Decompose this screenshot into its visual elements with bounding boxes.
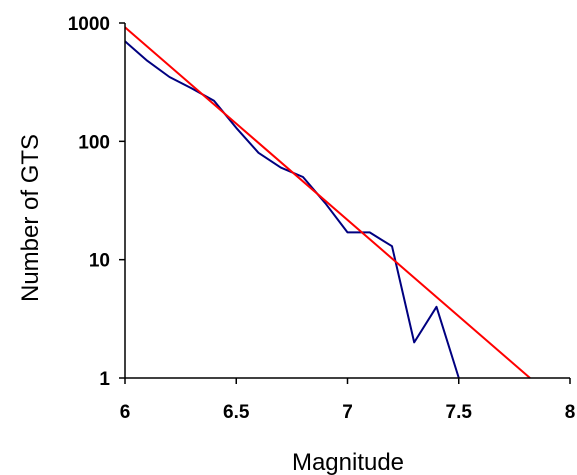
x-axis-title: Magnitude (292, 449, 404, 475)
series-line-1 (124, 40, 460, 379)
y-axis-title: Number of GTS (17, 134, 44, 302)
x-tick-label: 7.5 (446, 402, 473, 423)
y-tick-label: 1000 (68, 14, 110, 35)
x-tick-label: 8 (565, 402, 576, 423)
axes-layer (124, 23, 570, 379)
y-tick-label: 1 (99, 369, 110, 390)
series-line-2 (124, 26, 531, 379)
series-layer (124, 26, 531, 379)
ticks-layer: 6 6.5 7 7.5 8 1 10 100 1000 (68, 14, 576, 423)
x-tick-label: 7 (342, 402, 353, 423)
x-tick-label: 6 (120, 402, 131, 423)
y-tick-label: 100 (78, 132, 110, 153)
x-tick-label: 6.5 (223, 402, 250, 423)
y-tick-label: 10 (89, 251, 110, 272)
